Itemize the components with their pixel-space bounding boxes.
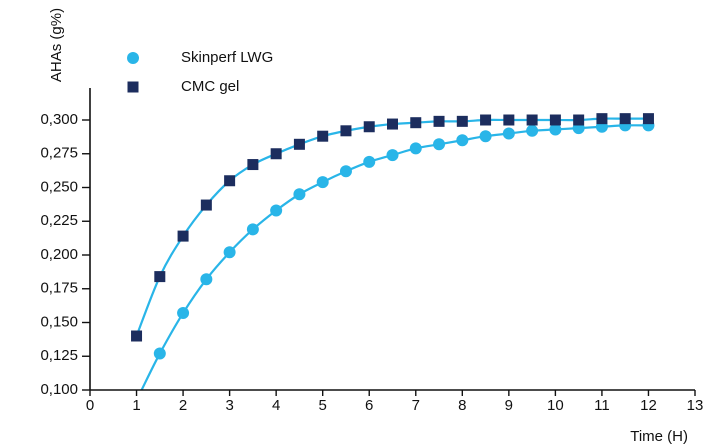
data-point-skinperf-lwg [363,155,376,168]
data-point-cmc-gel [642,113,654,125]
x-tick-label: 3 [225,397,233,414]
x-tick-label: 5 [319,397,327,414]
data-point-cmc-gel [363,121,375,133]
x-tick-label: 10 [547,397,564,414]
data-point-cmc-gel [340,125,352,137]
data-point-cmc-gel [200,199,212,211]
x-ticks: 0 1 2 3 4 5 6 7 8 9 10 11 12 13 [86,390,704,414]
x-tick-label: 7 [412,397,420,414]
data-point-cmc-gel [596,113,608,125]
x-tick-label: 8 [458,397,466,414]
data-point-skinperf-lwg [270,204,283,217]
x-tick-label: 2 [179,397,187,414]
data-point-cmc-gel [247,159,259,171]
data-point-cmc-gel [526,114,538,126]
x-tick-label: 11 [594,397,610,414]
data-point-cmc-gel [293,138,305,150]
x-tick-label: 1 [132,397,140,414]
data-point-skinperf-lwg [246,223,259,236]
markers [131,113,655,360]
legend-marker-cmc-gel [127,81,139,93]
legend-label: Skinperf LWG [181,49,273,66]
data-point-skinperf-lwg [549,123,562,136]
data-point-cmc-gel [573,114,585,126]
data-point-cmc-gel [503,114,515,126]
x-tick-label: 9 [505,397,513,414]
data-point-cmc-gel [387,118,398,130]
data-point-skinperf-lwg [386,149,399,162]
x-tick-label: 4 [272,397,280,414]
data-point-cmc-gel [317,130,329,142]
y-tick-label: 0,100 [40,381,78,398]
data-point-cmc-gel [549,114,561,126]
data-point-skinperf-lwg [316,176,329,189]
y-tick-label: 0,200 [40,246,78,263]
y-tick-label: 0,300 [40,111,78,128]
data-point-cmc-gel [433,115,445,127]
y-axis-title: AHAs (g%) [48,8,65,82]
data-point-skinperf-lwg [177,307,190,320]
data-point-cmc-gel [480,114,492,126]
data-point-cmc-gel [619,113,631,125]
x-tick-label: 6 [365,397,373,414]
data-point-skinperf-lwg [479,130,492,143]
data-point-cmc-gel [154,271,166,283]
data-point-skinperf-lwg [433,138,446,151]
y-ticks: 0,100 0,125 0,150 0,175 0,200 0,225 0,250 0,275… [40,111,90,398]
x-tick-label: 12 [640,397,657,414]
legend: Skinperf LWG CMC gel [127,49,273,95]
data-point-cmc-gel [131,330,143,342]
y-tick-label: 0,275 [40,145,78,162]
data-point-cmc-gel [410,117,422,129]
data-point-skinperf-lwg [526,124,539,137]
legend-label: CMC gel [181,78,239,95]
x-tick-label: 13 [687,397,704,414]
data-point-cmc-gel [270,148,282,160]
data-point-cmc-gel [456,115,468,127]
x-axis-title: Time (H) [630,428,688,445]
data-point-skinperf-lwg [456,134,469,147]
y-tick-label: 0,175 [40,280,78,297]
data-point-skinperf-lwg [502,127,515,140]
data-point-skinperf-lwg [200,273,213,286]
y-tick-label: 0,125 [40,347,78,364]
y-tick-label: 0,150 [40,313,78,330]
data-point-skinperf-lwg [293,188,306,201]
data-point-cmc-gel [177,230,189,242]
data-point-skinperf-lwg [409,142,422,155]
y-tick-label: 0,250 [40,178,78,195]
data-point-skinperf-lwg [339,165,352,178]
data-point-skinperf-lwg [223,246,236,259]
data-point-cmc-gel [224,175,236,187]
x-tick-label: 0 [86,397,94,414]
fit-line-0 [140,124,649,391]
data-point-skinperf-lwg [153,347,166,360]
legend-marker-skinperf-lwg [127,52,139,64]
y-tick-label: 0,225 [40,212,78,229]
axes [89,88,695,391]
